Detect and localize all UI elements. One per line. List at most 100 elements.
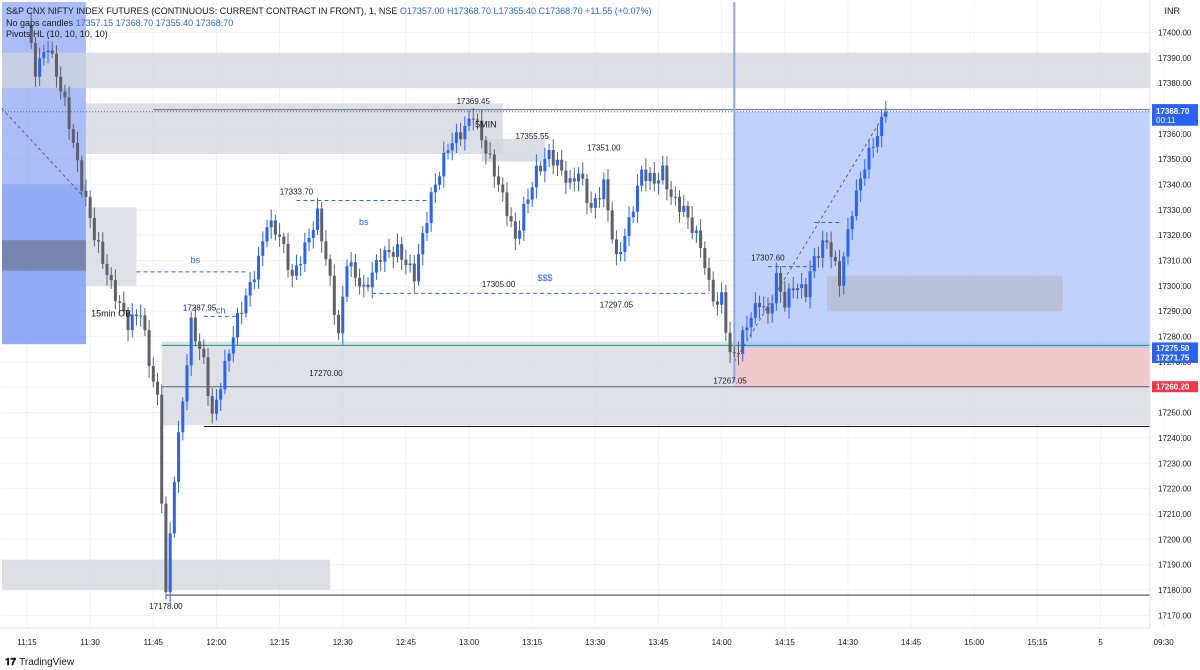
candle [635, 185, 639, 212]
study-pivots[interactable]: Pivots HL (10, 10, 10, 10) [6, 29, 108, 40]
candle [164, 503, 168, 593]
candle [863, 169, 867, 179]
candle [92, 217, 96, 241]
candle [589, 202, 593, 208]
price-label-box [1152, 351, 1198, 363]
candle [391, 252, 395, 257]
candle [109, 274, 113, 281]
candle [577, 173, 581, 182]
candle [63, 91, 67, 98]
pivot-labels: 17369.45 17355.55 17351.00 17333.70 17287.95… [91, 97, 785, 611]
price-tick-label: 17300.00 [1158, 282, 1192, 291]
price-tick-label: 17360.00 [1158, 130, 1192, 139]
candle [534, 165, 538, 188]
candle [198, 341, 202, 349]
study-name: Pivots HL (10, 10, 10, 10) [6, 29, 108, 39]
candle [602, 179, 606, 200]
candle [122, 302, 126, 312]
candle [610, 210, 614, 240]
candle [812, 256, 816, 272]
candle [156, 381, 160, 395]
price-tick-label: 17250.00 [1158, 409, 1192, 418]
candle [202, 348, 206, 358]
candle [871, 146, 875, 148]
candle [189, 317, 193, 366]
candle [505, 192, 509, 217]
candle [181, 401, 185, 433]
candle [278, 234, 282, 237]
candle [383, 249, 387, 262]
candle [707, 268, 711, 280]
candle [471, 118, 475, 120]
candle [783, 291, 787, 308]
candle [606, 179, 610, 211]
long-position-target [734, 111, 1150, 348]
candle [867, 147, 871, 170]
candle [459, 132, 463, 140]
candle [370, 272, 374, 288]
candle [644, 169, 648, 182]
candle [673, 196, 677, 198]
candle [147, 330, 151, 367]
candle [353, 262, 357, 278]
candle [76, 142, 80, 161]
candle [286, 243, 290, 270]
price-tick-label: 17380.00 [1158, 79, 1192, 88]
brand-name: TradingView [19, 657, 75, 668]
candle [859, 178, 863, 191]
candle [585, 178, 589, 203]
candle [753, 303, 757, 318]
tradingview-brand[interactable]: 𝟏𝟕 TradingView [5, 657, 74, 668]
candle [715, 301, 719, 305]
price-label-box [1152, 342, 1198, 354]
candle [80, 160, 84, 191]
candle [741, 330, 745, 355]
price-tick-label: 17190.00 [1158, 561, 1192, 570]
pivot-label: 17307.60 [751, 254, 785, 263]
annotation-label: bs [191, 255, 201, 265]
study-no-gaps[interactable]: No gaps candles 17357.15 17368.70 17355.… [6, 18, 233, 29]
candle [728, 332, 732, 353]
time-tick-label: 15:15 [1027, 638, 1048, 647]
candle [543, 158, 547, 172]
ob-zone-dark [2, 240, 86, 271]
candle [850, 216, 854, 230]
price-tick-label: 17210.00 [1158, 510, 1192, 519]
candle [623, 235, 627, 252]
candle [791, 288, 795, 291]
candle [425, 223, 429, 234]
candle [97, 240, 101, 242]
candle [248, 282, 252, 296]
candle [160, 394, 164, 504]
time-tick-label: 13:30 [585, 638, 606, 647]
candle [433, 184, 437, 193]
candle [770, 303, 774, 314]
candle [341, 296, 345, 334]
price-tick-label: 17350.00 [1158, 155, 1192, 164]
price-tick-label: 17230.00 [1158, 459, 1192, 468]
price-tick-label: 17330.00 [1158, 206, 1192, 215]
candle [54, 53, 58, 77]
time-tick-label: 09:30 [1154, 638, 1175, 647]
candle [724, 292, 728, 333]
candle [745, 327, 749, 331]
candle [492, 154, 496, 177]
time-tick-label: 11:30 [80, 638, 100, 647]
annotation-label: ch [216, 306, 226, 316]
change-value: +11.55 (+0.07%) [585, 6, 652, 16]
candle [509, 216, 513, 222]
candle [665, 165, 669, 190]
time-axis: 11:15 11:30 11:45 12:00 12:15 12:30 12:45 13:00… [0, 627, 1175, 647]
pivot-label: 17369.45 [457, 97, 491, 106]
candle [337, 314, 341, 334]
candle [614, 239, 618, 255]
candle [795, 288, 799, 291]
candle [366, 284, 370, 288]
candle [151, 366, 155, 382]
candle [720, 292, 724, 305]
candle [387, 249, 391, 253]
candle [59, 76, 63, 92]
annotation-label: bs [359, 217, 369, 227]
candle [290, 269, 294, 276]
